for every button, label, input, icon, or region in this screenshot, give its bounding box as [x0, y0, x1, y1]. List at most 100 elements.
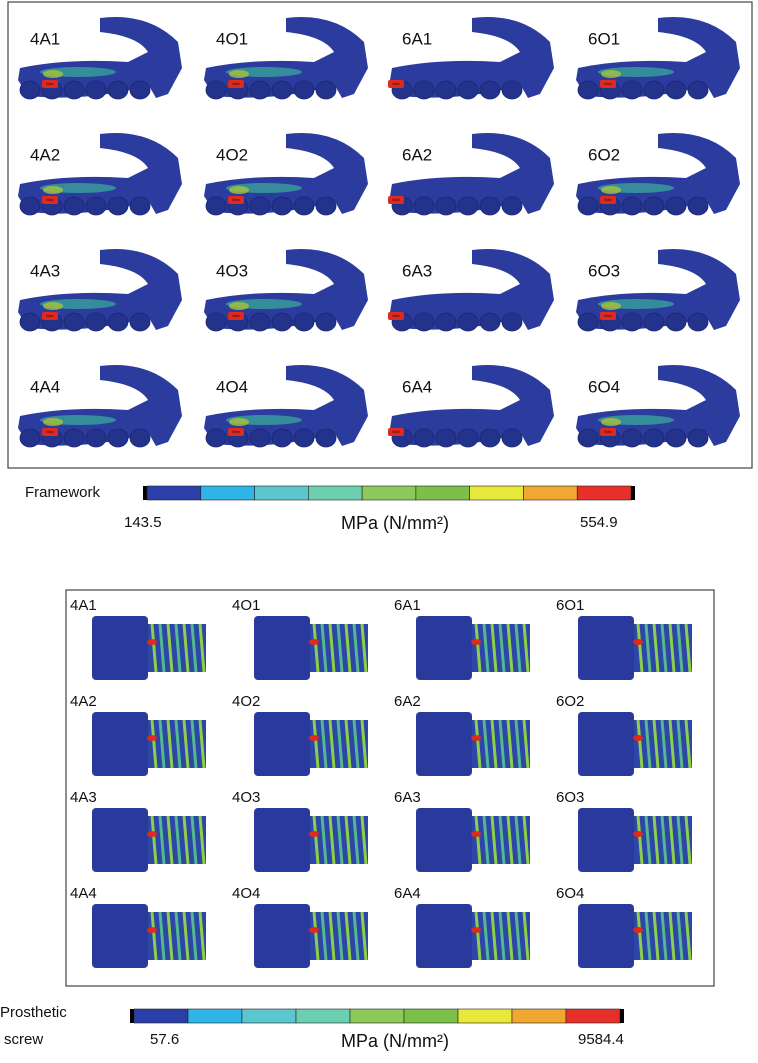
panel-label: 6A4 — [394, 885, 421, 902]
tooth — [86, 429, 106, 447]
tooth — [414, 313, 434, 331]
screw-model — [416, 808, 530, 872]
figure: Max4A1Max4O1Max6A1Max6O1Max4A2Max4O2Max6… — [0, 0, 758, 1058]
color-bar — [130, 1009, 624, 1023]
tooth — [458, 429, 478, 447]
bar-segment — [134, 1009, 188, 1023]
bar-end — [620, 1009, 624, 1023]
panel-label: 6O4 — [588, 377, 620, 396]
panel-label: 6A3 — [402, 261, 432, 280]
panel-label: 4A4 — [70, 885, 97, 902]
max-tag — [633, 735, 643, 741]
bar-segment — [362, 486, 416, 500]
max-tag-text: Max — [392, 197, 400, 202]
tooth — [130, 197, 150, 215]
stress-patch — [43, 418, 63, 426]
tooth — [130, 81, 150, 99]
stress-patch — [43, 70, 63, 78]
scale-max: 9584.4 — [578, 1031, 624, 1048]
tooth — [644, 429, 664, 447]
max-tag-text: Max — [46, 429, 54, 434]
tooth — [644, 197, 664, 215]
screw-model — [578, 616, 692, 680]
screw-head — [92, 808, 148, 872]
max-tag-text: Max — [604, 197, 612, 202]
screw-head — [92, 904, 148, 968]
max-tag-text: Max — [392, 81, 400, 86]
bar-segment — [255, 486, 309, 500]
scale-min: 57.6 — [150, 1031, 179, 1048]
tooth — [64, 197, 84, 215]
tooth — [666, 81, 686, 99]
tooth — [622, 197, 642, 215]
screw-head — [578, 712, 634, 776]
tooth — [644, 81, 664, 99]
panel-label: 4A4 — [30, 377, 60, 396]
bar-segment — [201, 486, 255, 500]
max-tag-text: Max — [392, 429, 400, 434]
tooth — [64, 313, 84, 331]
tooth — [20, 197, 40, 215]
max-tag — [471, 927, 481, 933]
scale-label: Prosthetic — [0, 1004, 67, 1021]
tooth — [480, 429, 500, 447]
tooth — [316, 197, 336, 215]
tooth — [688, 81, 708, 99]
panel-label: 6O4 — [556, 885, 584, 902]
bar-segment — [296, 1009, 350, 1023]
panel-label: 6O2 — [556, 693, 584, 710]
tooth — [458, 81, 478, 99]
screw-model — [92, 616, 206, 680]
stress-patch — [601, 70, 621, 78]
max-tag — [633, 831, 643, 837]
tooth — [86, 81, 106, 99]
tooth — [502, 197, 522, 215]
bar-end — [130, 1009, 134, 1023]
bar-end — [631, 486, 635, 500]
max-tag-text: Max — [604, 81, 612, 86]
bar-segment — [416, 486, 470, 500]
bar-segment — [242, 1009, 296, 1023]
bar-segment — [308, 486, 362, 500]
tooth — [272, 197, 292, 215]
panel-label: 4A3 — [30, 261, 60, 280]
max-tag — [147, 639, 157, 645]
tooth — [272, 313, 292, 331]
screw-model — [578, 712, 692, 776]
screw-head — [416, 808, 472, 872]
tooth — [436, 313, 456, 331]
tooth — [458, 313, 478, 331]
bar-end — [143, 486, 147, 500]
tooth — [272, 429, 292, 447]
panel-label: 4A2 — [30, 145, 60, 164]
max-tag — [633, 927, 643, 933]
screw-head — [416, 616, 472, 680]
max-tag — [147, 735, 157, 741]
scale-label: Framework — [25, 484, 101, 501]
stress-patch — [601, 302, 621, 310]
panel-label: 4O1 — [232, 597, 260, 614]
panel-label: 4A3 — [70, 789, 97, 806]
max-tag-text: Max — [604, 429, 612, 434]
panel-label: 4O1 — [216, 29, 248, 48]
panel-label: 6A4 — [402, 377, 432, 396]
screw-model — [416, 616, 530, 680]
panel-label: 4A2 — [70, 693, 97, 710]
bar-segment — [470, 486, 524, 500]
max-tag-text: Max — [46, 81, 54, 86]
max-tag — [309, 927, 319, 933]
screw-model — [416, 712, 530, 776]
tooth — [250, 429, 270, 447]
tooth — [206, 313, 226, 331]
tooth — [578, 197, 598, 215]
tooth — [64, 429, 84, 447]
panel-label: 4A1 — [70, 597, 97, 614]
screw-model — [92, 808, 206, 872]
screw-head — [578, 904, 634, 968]
tooth — [502, 81, 522, 99]
tooth — [250, 81, 270, 99]
max-tag-text: Max — [232, 313, 240, 318]
screw-head — [416, 904, 472, 968]
tooth — [622, 81, 642, 99]
bar-segment — [404, 1009, 458, 1023]
